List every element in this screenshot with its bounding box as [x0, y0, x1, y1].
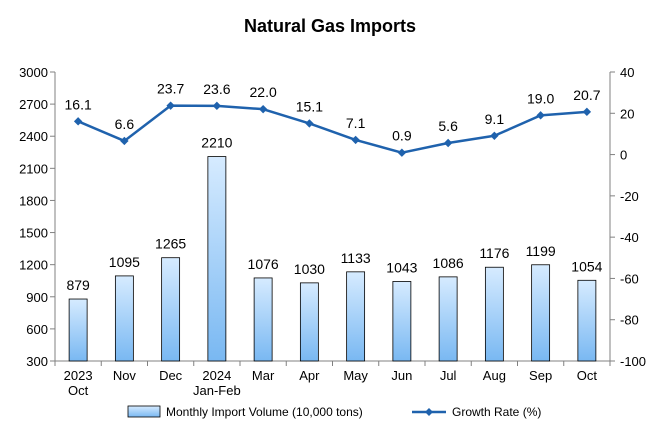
bar — [207, 156, 227, 362]
x-tick-label: Oct — [577, 368, 598, 383]
x-tick-label: Aug — [483, 368, 506, 383]
bar-value-label: 1199 — [526, 243, 556, 259]
growth-rate-label: 23.7 — [157, 81, 184, 97]
right-tick-label: -80 — [620, 313, 639, 328]
growth-rate-label: 22.0 — [250, 84, 277, 100]
right-tick-label: -20 — [620, 189, 639, 204]
left-tick-label: 300 — [26, 354, 48, 369]
bar-value-label: 1265 — [155, 236, 186, 252]
right-tick-label: 20 — [620, 106, 634, 121]
bar-value-label: 1133 — [341, 250, 371, 266]
bar-value-label: 1086 — [433, 255, 464, 271]
legend-line-label: Growth Rate (%) — [452, 405, 541, 419]
bar-value-label: 2210 — [201, 135, 232, 151]
right-tick-label: 0 — [620, 148, 627, 163]
growth-rate-marker — [443, 138, 453, 148]
bar — [577, 279, 597, 362]
growth-rate-marker — [536, 111, 545, 120]
growth-rate-marker — [582, 107, 592, 117]
left-tick-label: 2700 — [19, 97, 48, 112]
growth-rate-marker — [120, 136, 129, 146]
growth-rate-label: 5.6 — [438, 118, 458, 134]
bar-value-label: 1076 — [248, 256, 279, 272]
growth-rate-marker — [397, 148, 407, 157]
growth-rate-label: 6.6 — [115, 116, 135, 132]
growth-rate-line — [77, 104, 587, 154]
bar — [392, 281, 412, 362]
growth-rate-marker — [258, 104, 268, 114]
growth-rate-label: 9.1 — [485, 111, 505, 127]
growth-rate-label: 15.1 — [296, 98, 323, 114]
legend-bar-label: Monthly Import Volume (10,000 tons) — [166, 405, 363, 419]
bar — [161, 257, 181, 362]
right-tick-label: -40 — [620, 230, 639, 245]
bar — [484, 266, 504, 362]
bar — [114, 275, 134, 362]
bar-value-label: 1030 — [294, 261, 325, 277]
left-tick-label: 2100 — [19, 161, 48, 176]
growth-rate-label: 7.1 — [346, 115, 366, 131]
bar — [68, 298, 88, 362]
growth-rate-marker — [212, 101, 222, 111]
bar — [253, 277, 273, 362]
x-tick-label: Jul — [440, 368, 457, 383]
right-tick-label: -100 — [620, 354, 646, 369]
legend-bar-swatch — [127, 405, 161, 418]
growth-rate-label: 20.7 — [573, 87, 600, 103]
x-tick-label: Oct — [68, 383, 89, 398]
x-tick-label: Nov — [113, 368, 137, 383]
growth-rate-label: 16.1 — [65, 96, 92, 112]
x-tick-label: Jan-Feb — [193, 383, 241, 398]
bar — [299, 282, 319, 362]
x-tick-label: 2024 — [202, 368, 231, 383]
bar-value-label: 1176 — [479, 245, 509, 261]
x-tick-label: Jun — [391, 368, 412, 383]
left-tick-label: 600 — [26, 322, 48, 337]
left-tick-label: 3000 — [19, 65, 48, 80]
growth-rate-marker — [305, 119, 314, 128]
x-tick-label: 2023 — [64, 368, 93, 383]
x-tick-label: Apr — [299, 368, 320, 383]
legend: Monthly Import Volume (10,000 tons) Growt… — [127, 405, 541, 419]
bar-value-label: 879 — [66, 277, 90, 293]
chart-title: Natural Gas Imports — [244, 16, 416, 36]
bar — [438, 276, 458, 362]
left-tick-label: 2400 — [19, 129, 48, 144]
growth-rate-marker — [351, 135, 360, 145]
growth-rate-marker — [490, 131, 499, 140]
x-tick-label: Mar — [252, 368, 275, 383]
x-tick-label: Sep — [529, 368, 552, 383]
bar-value-label: 1095 — [109, 254, 140, 270]
right-tick-label: -60 — [620, 271, 639, 286]
left-tick-label: 1800 — [19, 193, 48, 208]
bar-value-label: 1043 — [386, 259, 417, 275]
right-tick-label: 40 — [620, 65, 634, 80]
left-tick-label: 1500 — [19, 226, 48, 241]
growth-rate-label: 19.0 — [527, 90, 554, 106]
growth-rate-marker — [166, 101, 175, 110]
bar — [346, 271, 366, 362]
bar-value-label: 1054 — [571, 258, 602, 274]
growth-rate-label: 23.6 — [203, 81, 230, 97]
bar — [531, 264, 551, 362]
growth-rate-label: 0.9 — [392, 128, 412, 144]
left-tick-label: 1200 — [19, 258, 48, 273]
left-tick-label: 900 — [26, 290, 48, 305]
x-tick-label: May — [343, 368, 368, 383]
legend-line-marker — [425, 408, 433, 416]
growth-rate-marker — [73, 117, 83, 126]
x-tick-label: Dec — [159, 368, 183, 383]
